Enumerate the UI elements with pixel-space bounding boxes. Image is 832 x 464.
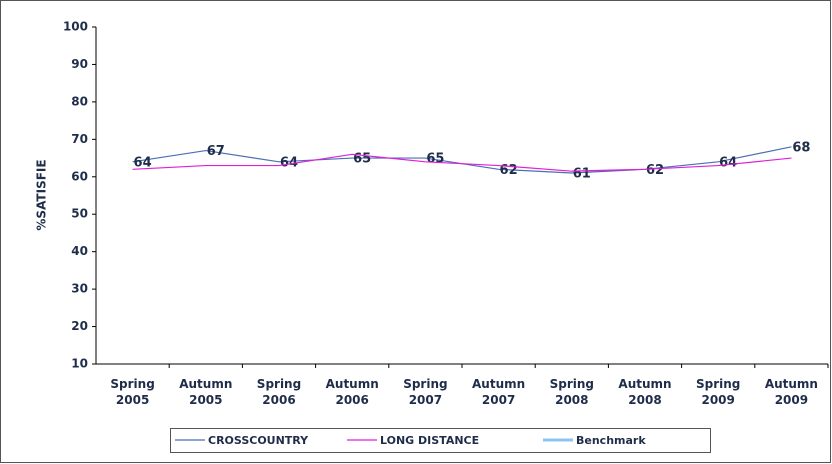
x-tick-label: Autumn 2009 <box>765 377 818 407</box>
data-label: 67 <box>207 144 225 159</box>
y-tick-label: 30 <box>71 282 88 296</box>
x-tick-label: Autumn 2005 <box>179 377 232 407</box>
y-tick-label: 40 <box>71 244 88 258</box>
legend-label: CROSSCOUNTRY <box>208 434 309 447</box>
series-line <box>132 153 792 172</box>
data-label: 65 <box>426 152 444 167</box>
data-label: 64 <box>719 155 737 170</box>
legend-box <box>170 428 711 453</box>
y-tick-label: 90 <box>71 57 88 71</box>
x-tick-label: Autumn 2007 <box>472 377 525 407</box>
data-label: 64 <box>280 155 298 170</box>
y-tick-label: 60 <box>71 169 88 183</box>
x-tick-label: Spring 2009 <box>696 377 740 407</box>
data-label: 68 <box>792 140 810 155</box>
y-tick-label: 20 <box>71 319 88 333</box>
x-tick-label: Autumn 2008 <box>618 377 671 407</box>
x-tick-label: Spring 2007 <box>403 377 447 407</box>
legend-label: LONG DISTANCE <box>380 434 479 447</box>
x-tick-label: Spring 2006 <box>257 377 301 407</box>
data-label: 65 <box>353 152 371 167</box>
data-label: 64 <box>134 155 152 170</box>
x-tick-label: Spring 2008 <box>550 377 594 407</box>
y-tick-label: 50 <box>71 207 88 221</box>
x-tick-label: Autumn 2006 <box>326 377 379 407</box>
legend-label: Benchmark <box>576 434 646 447</box>
data-label: 61 <box>573 167 591 182</box>
y-tick-label: 80 <box>71 94 88 108</box>
y-tick-label: 10 <box>71 357 88 371</box>
x-tick-label: Spring 2005 <box>110 377 154 407</box>
y-axis-label: %SATISFIE <box>35 159 49 230</box>
data-label: 62 <box>646 163 664 178</box>
y-tick-label: 70 <box>71 132 88 146</box>
y-tick-label: 100 <box>63 20 88 34</box>
data-label: 62 <box>500 163 518 178</box>
